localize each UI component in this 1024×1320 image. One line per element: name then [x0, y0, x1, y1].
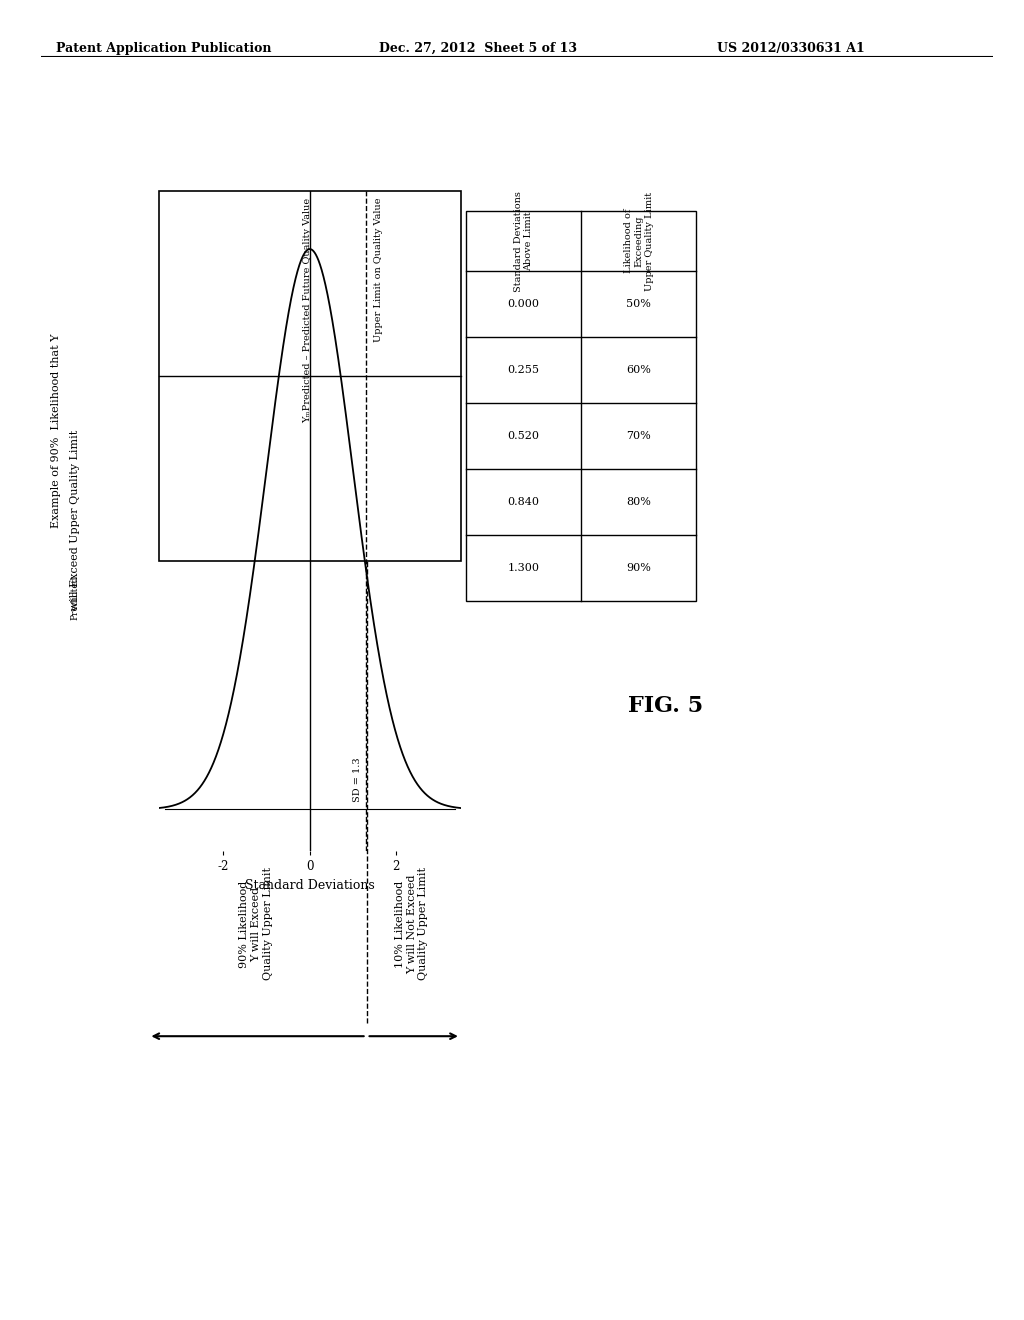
Text: Predicted: Predicted — [71, 576, 79, 620]
Text: 60%: 60% — [627, 364, 651, 375]
Text: Upper Limit on Quality Value: Upper Limit on Quality Value — [375, 198, 383, 342]
Text: 90% Likelihood
Y will Exceed
Quality Upper Limit: 90% Likelihood Y will Exceed Quality Upp… — [240, 867, 272, 981]
Text: Example of 90%  Likelihood that Y: Example of 90% Likelihood that Y — [51, 334, 61, 528]
Text: YₘPredicted – Predicted Future Quality Value: YₘPredicted – Predicted Future Quality V… — [303, 198, 311, 424]
Text: will Exceed Upper Quality Limit: will Exceed Upper Quality Limit — [70, 429, 80, 614]
Text: 10% Likelihood
Y will Not Exceed
Quality Upper Limit: 10% Likelihood Y will Not Exceed Quality… — [395, 867, 428, 981]
X-axis label: Standard Deviations: Standard Deviations — [245, 879, 375, 892]
Text: 50%: 50% — [627, 300, 651, 309]
Text: 1.300: 1.300 — [508, 562, 540, 573]
Text: 0.520: 0.520 — [508, 430, 540, 441]
Text: Likelihood of
Exceeding
Upper Quality Limit: Likelihood of Exceeding Upper Quality Li… — [624, 191, 653, 290]
Text: Patent Application Publication: Patent Application Publication — [56, 42, 271, 55]
Text: 90%: 90% — [627, 562, 651, 573]
Text: 0.000: 0.000 — [508, 300, 540, 309]
Text: 0.255: 0.255 — [508, 364, 540, 375]
Text: 0.840: 0.840 — [508, 496, 540, 507]
Text: 80%: 80% — [627, 496, 651, 507]
Text: Dec. 27, 2012  Sheet 5 of 13: Dec. 27, 2012 Sheet 5 of 13 — [379, 42, 577, 55]
Text: Standard Deviations
Above Limit: Standard Deviations Above Limit — [514, 190, 534, 292]
Text: SD = 1.3: SD = 1.3 — [353, 758, 362, 803]
Text: 70%: 70% — [627, 430, 651, 441]
Text: US 2012/0330631 A1: US 2012/0330631 A1 — [717, 42, 864, 55]
Text: FIG. 5: FIG. 5 — [628, 696, 703, 717]
